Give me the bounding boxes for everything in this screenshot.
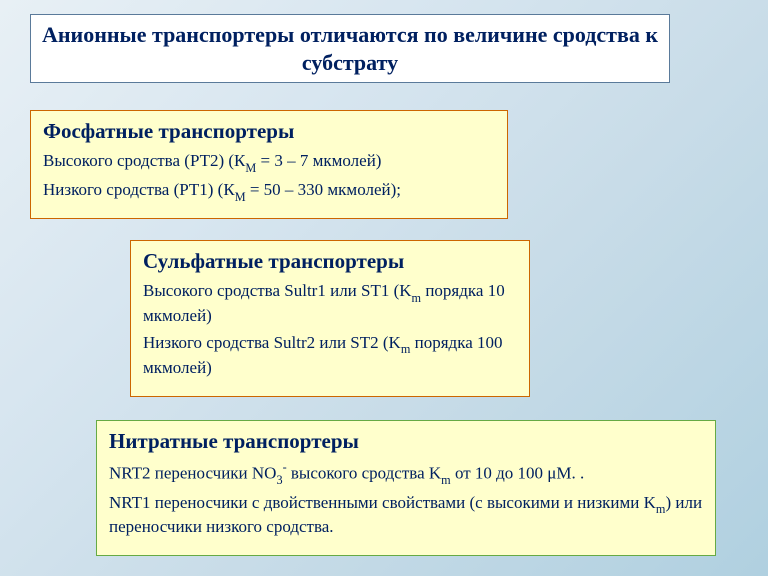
nitrate-line-2: NRT1 переносчики с двойственными свойств… [109, 492, 703, 540]
sulfate-line-2: Низкого сродства Sultr2 или ST2 (Km поря… [143, 332, 517, 380]
page-title: Анионные транспортеры отличаются по вели… [41, 21, 659, 76]
sulfate-title: Сульфатные транспортеры [143, 249, 517, 274]
sulfate-box: Сульфатные транспортеры Высокого сродств… [130, 240, 530, 397]
title-box: Анионные транспортеры отличаются по вели… [30, 14, 670, 83]
nitrate-title: Нитратные транспортеры [109, 429, 703, 454]
nitrate-line-1: NRT2 переносчики NO3- высокого сродства … [109, 460, 703, 488]
phosphate-title: Фосфатные транспортеры [43, 119, 495, 144]
sulfate-line-1: Высокого сродства Sultr1 или ST1 (Km пор… [143, 280, 517, 328]
phosphate-line-2: Низкого сродства (РТ1) (КМ = 50 – 330 мк… [43, 179, 495, 204]
phosphate-box: Фосфатные транспортеры Высокого сродства… [30, 110, 508, 219]
nitrate-box: Нитратные транспортеры NRT2 переносчики … [96, 420, 716, 556]
phosphate-line-1: Высокого сродства (РТ2) (КМ = 3 – 7 мкмо… [43, 150, 495, 175]
